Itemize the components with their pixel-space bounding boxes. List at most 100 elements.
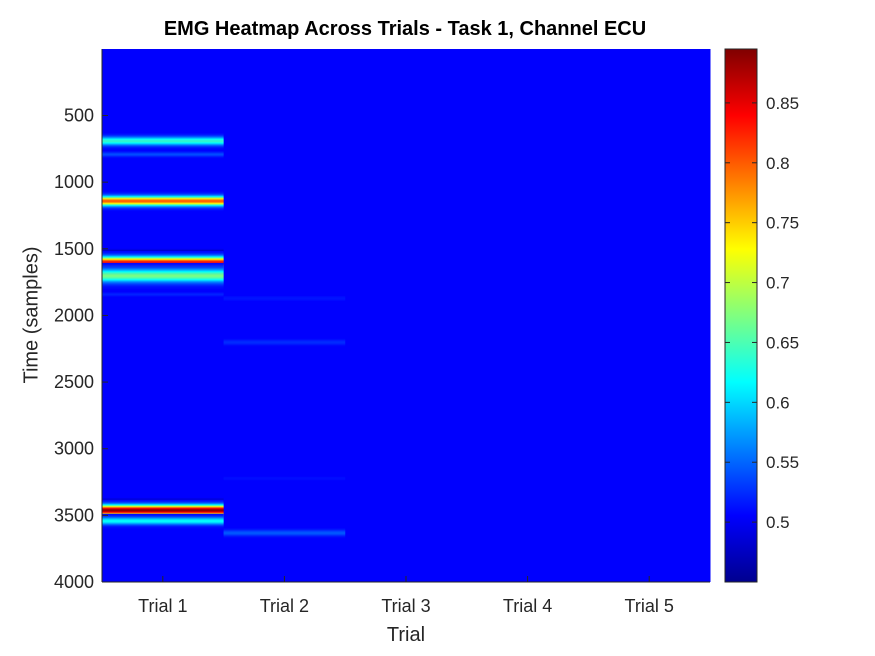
heatmap-cell [102, 259, 224, 261]
heatmap-cell [223, 529, 346, 531]
heatmap-cell [102, 267, 224, 269]
heatmap-cell [102, 154, 224, 155]
heatmap-cell [223, 530, 346, 532]
y-tick-label: 2500 [54, 372, 94, 392]
heatmap-cell [102, 497, 224, 499]
heatmap-cell [102, 269, 224, 271]
heatmap-cell [102, 506, 224, 507]
heatmap-cell [223, 477, 346, 479]
heatmap-cell [223, 338, 346, 340]
heatmap-cell [102, 523, 224, 525]
heatmap-cell [102, 258, 224, 260]
heatmap-cell [102, 154, 224, 156]
heatmap-cell [102, 281, 224, 282]
heatmap-cell [102, 144, 224, 146]
heatmap-cell [102, 196, 224, 198]
heatmap-cell [102, 254, 224, 256]
heatmap-cell [102, 279, 224, 281]
heatmap-cell [102, 141, 224, 143]
heatmap-cell [102, 498, 224, 500]
heatmap-cell [102, 526, 224, 528]
heatmap-cell [102, 207, 224, 209]
heatmap-cell [102, 199, 224, 201]
heatmap-cell [102, 500, 224, 502]
heatmap-cell [102, 193, 224, 195]
heatmap-cell [223, 339, 346, 341]
heatmap-cell [102, 284, 224, 286]
heatmap-cell [102, 511, 224, 513]
heatmap-cell [102, 267, 224, 269]
heatmap-cell [102, 257, 224, 259]
heatmap-cell [102, 519, 224, 520]
heatmap-cell [102, 150, 224, 152]
heatmap-band [102, 191, 224, 212]
heatmap-cell [102, 275, 224, 277]
x-tick-label: Trial 1 [138, 596, 187, 616]
heatmap-cell [223, 536, 346, 538]
heatmap-cell [102, 250, 224, 252]
heatmap-cell [102, 516, 224, 518]
colorbar-tick-label: 0.55 [766, 453, 799, 472]
x-tick-label: Trial 2 [260, 596, 309, 616]
y-tick-label: 1000 [54, 172, 94, 192]
heatmap-cell [223, 299, 346, 301]
heatmap-cell [102, 275, 224, 277]
heatmap-cell [102, 516, 224, 518]
heatmap-cell [102, 142, 224, 143]
heatmap-cell [223, 340, 346, 342]
heatmap-cell [102, 503, 224, 505]
heatmap-cell [102, 191, 224, 193]
heatmap-cell [102, 522, 224, 524]
heatmap-cell [223, 528, 346, 530]
heatmap-cell [102, 265, 224, 267]
heatmap-cell [102, 526, 224, 527]
heatmap-cell [102, 142, 224, 144]
heatmap-cell [102, 502, 224, 504]
heatmap-cell [102, 271, 224, 273]
heatmap-cell [102, 248, 224, 250]
colorbar-tick-label: 0.6 [766, 393, 790, 412]
heatmap-cell [223, 531, 346, 533]
heatmap-cell [102, 517, 224, 519]
heatmap-cell [223, 339, 346, 340]
heatmap-cell [102, 521, 224, 523]
heatmap-cell [223, 297, 346, 299]
heatmap-cell [102, 148, 224, 150]
heatmap-cell [102, 277, 224, 279]
x-axis-label: Trial [386, 624, 426, 646]
heatmap-cell [102, 191, 224, 193]
heatmap-cell [102, 509, 224, 511]
heatmap-cell [223, 298, 346, 299]
heatmap-cell [102, 264, 224, 266]
heatmap-cell [102, 294, 224, 296]
colorbar-tick-label: 0.65 [766, 333, 799, 352]
heatmap-cell [102, 285, 224, 287]
axes: 500 1000 1500 2000 2500 3000 3500 4000 Trial 1 Tr… [54, 49, 710, 616]
heatmap-cell [102, 274, 224, 276]
heatmap-cell [102, 155, 224, 157]
heatmap-cell [102, 281, 224, 283]
heatmap-cell [223, 534, 346, 536]
heatmap-cell [223, 341, 346, 343]
heatmap-cell [102, 263, 224, 265]
heatmap-cell [102, 521, 224, 523]
heatmap-cell [102, 145, 224, 147]
heatmap-cell [102, 146, 224, 148]
heatmap-cell [102, 201, 224, 203]
heatmap-cell [102, 250, 224, 251]
heatmap-cell [102, 143, 224, 145]
heatmap-cell [102, 270, 224, 272]
heatmap-cell [102, 206, 224, 207]
heatmap-cell [102, 259, 224, 261]
heatmap-cell [102, 512, 224, 514]
heatmap-band [102, 262, 224, 289]
heatmap-cell [102, 147, 224, 149]
heatmap-cell [223, 340, 346, 342]
heatmap-cell [102, 256, 224, 258]
heatmap-cell [102, 268, 224, 270]
heatmap-cell [102, 252, 224, 254]
heatmap-band [223, 476, 346, 481]
heatmap-cell [102, 146, 224, 148]
heatmap-cell [102, 273, 224, 274]
